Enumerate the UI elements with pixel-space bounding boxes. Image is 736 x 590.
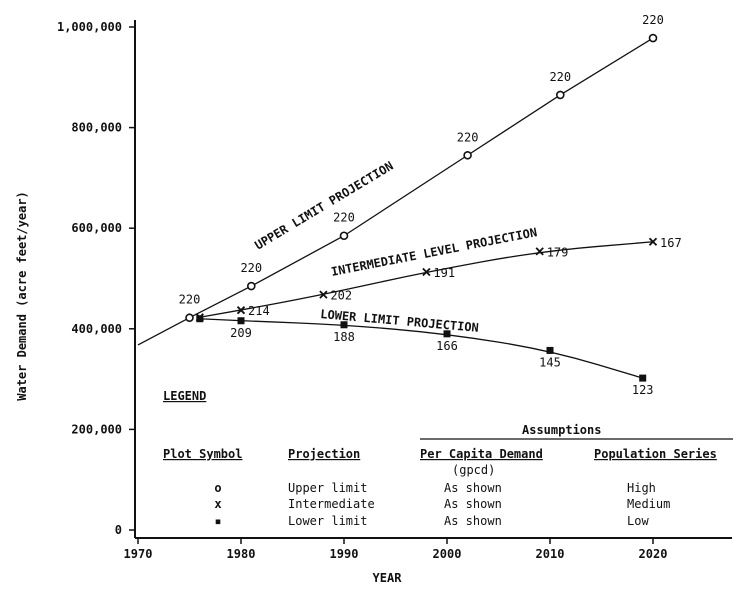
upper-limit-point (648, 33, 658, 43)
point-label: 167 (660, 236, 682, 250)
point-label: 220 (179, 293, 201, 307)
lower-limit-point (546, 346, 554, 354)
header-population: Population Series (594, 447, 717, 461)
series-line-1 (137, 37, 654, 346)
upper-limit-point (555, 90, 565, 100)
legend-row-lower-projection: Lower limit (288, 514, 367, 528)
series-layer: 220 220 220 220 220 220 214 202 191 179 167 209 188 1… (137, 13, 682, 397)
point-label: 123 (632, 383, 654, 397)
lower-limit-point (340, 321, 348, 329)
legend-row-lower-symbol: ▪ (214, 514, 221, 528)
point-label: 220 (642, 13, 664, 27)
x-tick-label: 1990 (330, 547, 359, 561)
point-label: 191 (433, 266, 455, 280)
header-per-capita: Per Capita Demand (420, 447, 543, 461)
x-tick-label: 2020 (639, 547, 668, 561)
intermediate-point (648, 237, 658, 246)
point-label: 188 (333, 330, 355, 344)
y-tick-label: 200,000 (71, 422, 122, 436)
assumptions-header: Assumptions (522, 423, 601, 437)
point-label: 145 (539, 355, 561, 369)
point-label: 209 (230, 326, 252, 340)
legend-title: LEGEND (163, 389, 206, 403)
point-label: 166 (436, 339, 458, 353)
upper-limit-point (185, 313, 194, 323)
header-plot-symbol: Plot Symbol (163, 447, 242, 461)
point-label: 220 (240, 261, 262, 275)
legend: LEGEND Assumptions Plot Symbol Projectio… (163, 389, 733, 528)
lower-limit-point (196, 315, 204, 323)
point-label: 220 (549, 70, 571, 84)
y-tick-label: 0 (115, 523, 122, 537)
lower-limit-point (639, 374, 647, 382)
upper-limit-point (247, 281, 256, 291)
y-ticks: 0 200,000 400,000 600,000 800,000 1,000,000 (57, 20, 135, 537)
intermediate-point (236, 306, 246, 315)
series-line-3 (199, 318, 643, 379)
y-tick-label: 1,000,000 (57, 20, 122, 34)
y-axis-title: Water Demand (acre feet/year) (15, 191, 29, 401)
y-tick-label: 800,000 (71, 121, 122, 135)
y-tick-label: 600,000 (71, 221, 122, 235)
legend-row-lower-population: Low (627, 514, 649, 528)
x-tick-label: 2000 (433, 547, 462, 561)
per-capita-units: (gpcd) (452, 463, 495, 477)
y-tick-label: 400,000 (71, 322, 122, 336)
x-axis-title: YEAR (373, 571, 403, 585)
legend-row-intermediate-symbol: x (214, 497, 221, 511)
intermediate-point (535, 247, 544, 256)
legend-row-upper-population: High (627, 481, 656, 495)
legend-row-lower-per-capita: As shown (444, 514, 502, 528)
point-label: 220 (333, 211, 355, 225)
x-tick-label: 2010 (536, 547, 565, 561)
point-label: 179 (547, 245, 569, 259)
x-tick-label: 1980 (227, 547, 256, 561)
legend-row-upper-symbol: o (214, 481, 221, 495)
intermediate-point (319, 290, 328, 299)
legend-row-intermediate-population: Medium (627, 497, 670, 511)
point-label: 202 (330, 289, 352, 303)
legend-row-intermediate-projection: Intermediate (288, 497, 375, 511)
series-line-2 (199, 241, 654, 318)
legend-row-intermediate-per-capita: As shown (444, 497, 502, 511)
point-label: 220 (457, 130, 479, 144)
header-projection: Projection (288, 447, 360, 461)
legend-row-upper-per-capita: As shown (444, 481, 502, 495)
upper-limit-point (463, 150, 472, 160)
point-label: 214 (248, 304, 270, 318)
intermediate-point (422, 267, 431, 277)
lower-limit-point (443, 330, 451, 338)
legend-row-upper-projection: Upper limit (288, 481, 367, 495)
lower-limit-point (237, 317, 245, 325)
upper-limit-point (339, 231, 349, 241)
upper-projection-label: UPPER LIMIT PROJECTION (252, 159, 395, 253)
x-ticks: 1970 1980 1990 2000 2010 2020 (124, 538, 668, 561)
x-tick-label: 1970 (124, 547, 153, 561)
